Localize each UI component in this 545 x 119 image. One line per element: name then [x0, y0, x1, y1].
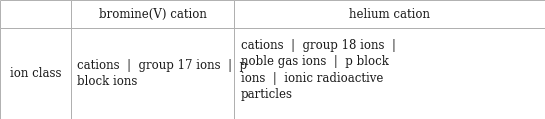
Text: bromine(V) cation: bromine(V) cation: [99, 7, 207, 20]
Text: ion class: ion class: [10, 67, 61, 80]
Text: helium cation: helium cation: [349, 7, 430, 20]
Text: cations  |  group 17 ions  |  p
block ions: cations | group 17 ions | p block ions: [77, 59, 247, 88]
Text: cations  |  group 18 ions  |
noble gas ions  |  p block
ions  |  ionic radioacti: cations | group 18 ions | noble gas ions…: [241, 39, 396, 101]
